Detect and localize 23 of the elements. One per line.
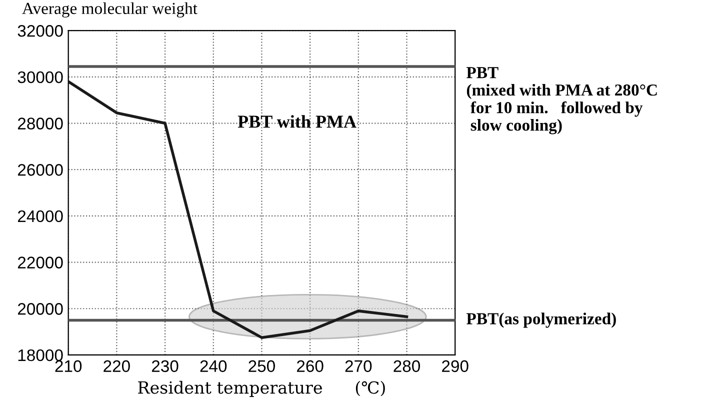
- x-axis-title: Resident temperature (℃): [138, 380, 385, 398]
- x-tick-label: 260: [297, 360, 324, 372]
- y-tick-label: 26000: [18, 164, 63, 176]
- line-series: [68, 80, 408, 339]
- x-tick-label: 250: [248, 360, 275, 372]
- y-tick-label: 18000: [18, 349, 63, 362]
- x-tick-label: 270: [345, 360, 372, 372]
- ref-line-label: PBT (mixed with PMA at 280°C for 10 min. followed by slow cooling): [466, 67, 657, 134]
- x-tick-label: 290: [442, 360, 468, 372]
- y-tick-label: 32000: [18, 25, 63, 37]
- text: PBT with PMA: [238, 115, 356, 128]
- y-tick-label: 20000: [18, 303, 63, 315]
- ref-line-label: PBT(as polymerized): [466, 312, 616, 328]
- y-tick-label: 30000: [18, 71, 63, 84]
- x-tick-label: 220: [104, 360, 130, 372]
- x-tick-label: 230: [152, 360, 178, 372]
- x-tick-label: 240: [200, 360, 227, 372]
- y-tick-label: 22000: [18, 256, 63, 268]
- y-axis-title: Average molecular weight: [22, 2, 198, 18]
- y-tick-label: 24000: [18, 210, 63, 222]
- x-tick-label: 210: [55, 360, 82, 372]
- y-tick-label: 28000: [18, 118, 63, 130]
- x-tick-label: 280: [394, 360, 420, 372]
